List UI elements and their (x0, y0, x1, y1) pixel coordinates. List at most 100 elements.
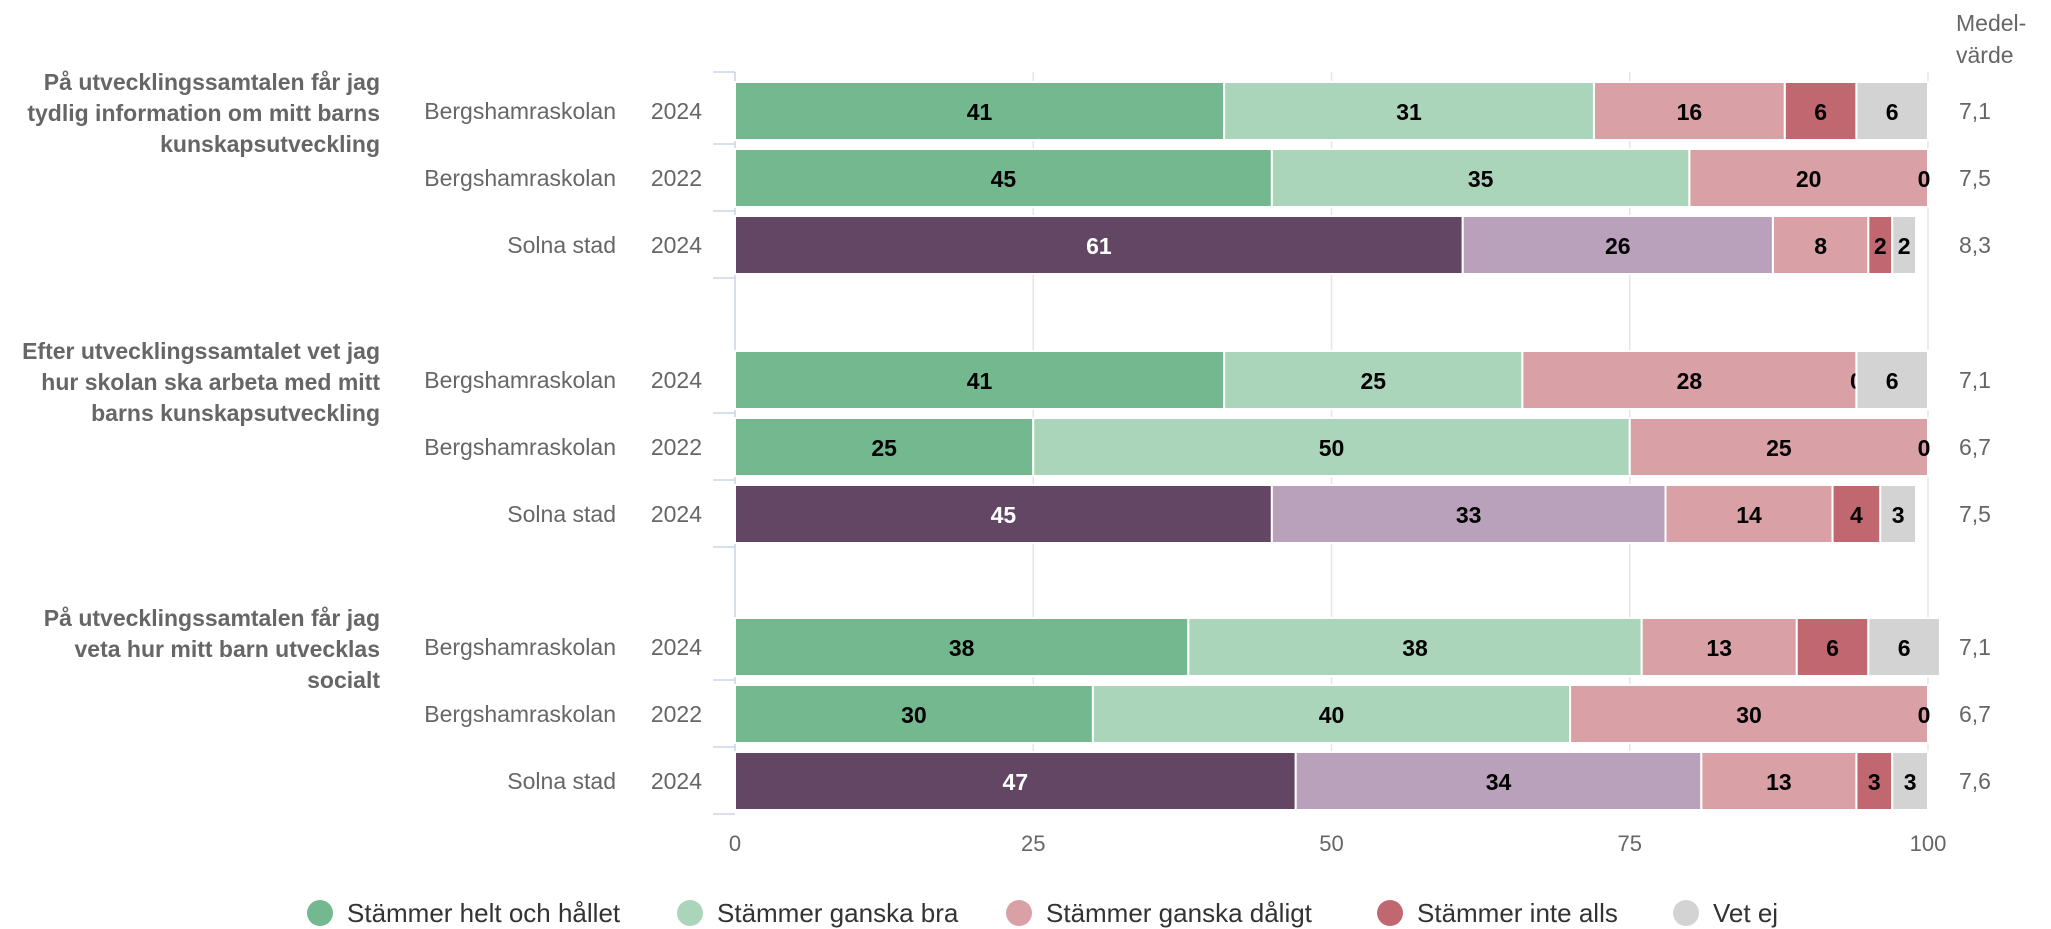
row-year-label: 2022 (651, 701, 702, 727)
bar-value-label: 6 (1886, 99, 1899, 125)
mean-value: 7,5 (1959, 501, 1991, 527)
legend-marker (1673, 900, 1699, 926)
x-tick-label: 25 (1021, 831, 1045, 856)
bar-value-label: 16 (1677, 99, 1703, 125)
bar-value-label: 47 (1003, 769, 1029, 795)
bar-segment (734, 215, 1464, 275)
mean-value: 7,1 (1959, 634, 1991, 660)
bar-segment (1461, 215, 1774, 275)
row-unit-label: Bergshamraskolan (424, 634, 616, 660)
bar-segment (1867, 617, 1941, 677)
bar-value-label: 30 (901, 702, 927, 728)
row-year-label: 2024 (651, 768, 702, 794)
row-unit-label: Bergshamraskolan (424, 165, 616, 191)
legend-marker (677, 900, 703, 926)
bar-segment (1640, 617, 1798, 677)
mean-value: 7,6 (1959, 768, 1991, 794)
bar-segment (1879, 484, 1918, 544)
question-label: På utvecklingssamtalen får jag (44, 605, 380, 631)
row-unit-label: Solna stad (507, 501, 616, 527)
bar-value-label: 4 (1850, 502, 1863, 528)
bar-value-label: 25 (1360, 368, 1386, 394)
bar-value-label: 33 (1456, 502, 1482, 528)
x-tick-label: 75 (1618, 831, 1642, 856)
bar-value-label: 6 (1898, 635, 1911, 661)
row-unit-label: Bergshamraskolan (424, 701, 616, 727)
bar-value-label: 45 (991, 166, 1017, 192)
legend-label: Stämmer helt och hållet (347, 898, 621, 928)
bar-value-label: 2 (1898, 233, 1911, 259)
bar-value-label: 41 (967, 99, 993, 125)
row-unit-label: Bergshamraskolan (424, 98, 616, 124)
bar-segment (1831, 484, 1882, 544)
bar-value-label: 6 (1814, 99, 1827, 125)
bar-value-label: 6 (1826, 635, 1839, 661)
bar-value-label: 50 (1319, 435, 1345, 461)
legend-label: Stämmer inte alls (1417, 898, 1618, 928)
mean-value: 8,3 (1959, 232, 1991, 258)
bar-value-label: 25 (871, 435, 897, 461)
legend-label: Vet ej (1713, 898, 1778, 928)
legend-marker (307, 900, 333, 926)
bar-segment (1855, 81, 1930, 141)
bar-segment (1032, 417, 1631, 477)
bar-segment (1270, 148, 1691, 208)
bar-value-label: 13 (1706, 635, 1732, 661)
question-label: tydlig information om mitt barns (27, 100, 380, 126)
bar-value-label: 25 (1766, 435, 1792, 461)
row-year-label: 2024 (651, 501, 702, 527)
question-label: veta hur mitt barn utvecklas (75, 636, 381, 662)
row-year-label: 2024 (651, 98, 702, 124)
question-label: På utvecklingssamtalen får jag (44, 69, 380, 95)
bar-segment (1091, 684, 1572, 744)
legend-label: Stämmer ganska bra (717, 898, 959, 928)
bar-segment (1569, 684, 1929, 744)
legend-marker (1377, 900, 1403, 926)
bar-segment (734, 81, 1226, 141)
bar-value-label: 0 (1918, 702, 1931, 728)
x-tick-label: 100 (1910, 831, 1947, 856)
bar-value-label: 34 (1486, 769, 1512, 795)
bar-segment (1771, 215, 1870, 275)
bar-value-label: 13 (1766, 769, 1792, 795)
row-unit-label: Bergshamraskolan (424, 367, 616, 393)
bar-segment (734, 484, 1273, 544)
bar-value-label: 38 (949, 635, 975, 661)
bar-value-label: 6 (1886, 368, 1899, 394)
row-unit-label: Solna stad (507, 768, 616, 794)
bar-segment (1223, 350, 1524, 410)
bar-value-label: 61 (1086, 233, 1112, 259)
question-label: kunskapsutveckling (160, 131, 380, 157)
bar-value-label: 38 (1402, 635, 1428, 661)
bar-segment (1628, 417, 1929, 477)
mean-value: 7,1 (1959, 367, 1991, 393)
bar-segment (1223, 81, 1595, 141)
bar-value-label: 31 (1396, 99, 1422, 125)
bar-segment (1521, 350, 1858, 410)
bar-value-label: 3 (1904, 769, 1917, 795)
row-year-label: 2024 (651, 367, 702, 393)
bar-value-label: 14 (1736, 502, 1762, 528)
row-year-label: 2024 (651, 232, 702, 258)
question-label: Efter utvecklingssamtalet vet jag (22, 338, 380, 364)
row-unit-label: Solna stad (507, 232, 616, 258)
bar-segment (734, 148, 1273, 208)
bar-segment (1891, 215, 1918, 275)
bar-segment (1855, 350, 1930, 410)
question-label: hur skolan ska arbeta med mitt (41, 369, 380, 395)
bar-segment (1795, 617, 1870, 677)
mean-value: 6,7 (1959, 701, 1991, 727)
bar-value-label: 35 (1468, 166, 1494, 192)
bar-value-label: 2 (1874, 233, 1887, 259)
bar-segment (734, 417, 1035, 477)
bar-value-label: 26 (1605, 233, 1631, 259)
bar-value-label: 3 (1868, 769, 1881, 795)
row-unit-label: Bergshamraskolan (424, 434, 616, 460)
row-year-label: 2022 (651, 165, 702, 191)
bar-segment (1187, 617, 1643, 677)
bar-segment (1891, 751, 1929, 811)
row-year-label: 2022 (651, 434, 702, 460)
mean-value: 7,1 (1959, 98, 1991, 124)
bar-segment (1664, 484, 1834, 544)
